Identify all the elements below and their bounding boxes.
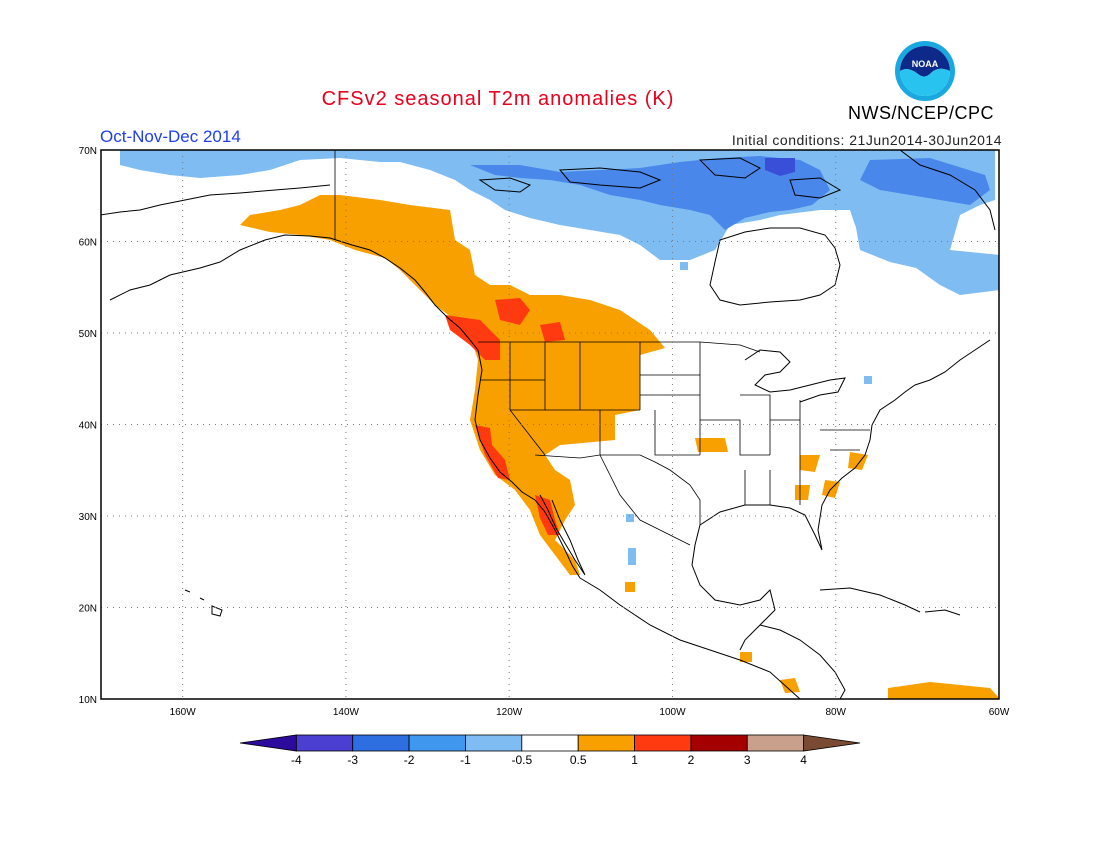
warm-anomaly-hot5 bbox=[535, 495, 560, 535]
legend-label: 3 bbox=[744, 753, 751, 767]
lon-tick-label: 80W bbox=[825, 707, 846, 718]
lat-tick-label: 10N bbox=[79, 695, 97, 706]
coastline-alaska-north bbox=[101, 184, 331, 216]
lat-tick-label: 40N bbox=[79, 421, 97, 432]
coastline-cuba bbox=[819, 587, 921, 613]
warm-anomaly-hot3 bbox=[445, 315, 500, 360]
border-us-canada bbox=[478, 341, 761, 353]
lon-tick-label: 160W bbox=[170, 707, 197, 718]
coastline-arctic-islands bbox=[478, 157, 842, 199]
legend-swatch bbox=[239, 734, 297, 752]
warm-anomaly-hot1 bbox=[495, 298, 530, 325]
warm-anomaly-southeast bbox=[795, 452, 868, 500]
warm-anomaly-caribbean bbox=[888, 682, 999, 699]
legend-swatch bbox=[521, 734, 579, 752]
latitude-labels: 70N 60N 50N 40N 30N 20N 10N bbox=[79, 146, 97, 706]
anomaly-shading bbox=[120, 150, 999, 699]
legend-label: -4 bbox=[291, 753, 302, 767]
legend-swatch bbox=[465, 734, 523, 752]
warm-anomaly-hot4 bbox=[475, 425, 510, 480]
svg-text:NOAA: NOAA bbox=[912, 59, 939, 69]
coastline-baja bbox=[539, 494, 586, 576]
longitude-labels: 160W 140W 120W 100W 80W 60W bbox=[170, 707, 1010, 718]
coastline-gulf bbox=[691, 524, 776, 651]
coastline-hispaniola bbox=[924, 609, 961, 616]
border-us-mexico bbox=[534, 454, 701, 525]
legend-label: 1 bbox=[631, 753, 638, 767]
legend-swatch bbox=[634, 734, 692, 752]
coastline-central-america bbox=[759, 624, 846, 699]
lat-tick-label: 20N bbox=[79, 604, 97, 615]
lat-tick-label: 70N bbox=[79, 146, 97, 157]
coastline-hudson-bay bbox=[709, 227, 841, 306]
border-mexico-states bbox=[599, 454, 691, 546]
lat-tick-label: 50N bbox=[79, 329, 97, 340]
warm-anomaly-east bbox=[695, 438, 728, 452]
legend-label: 0.5 bbox=[570, 753, 587, 767]
legend-label: -0.5 bbox=[511, 753, 532, 767]
warm-anomaly-hot2 bbox=[540, 322, 565, 342]
legend-swatch bbox=[746, 734, 805, 752]
lat-tick-label: 30N bbox=[79, 512, 97, 523]
initial-conditions-label: Initial conditions: 21Jun2014-30Jun2014 bbox=[731, 132, 1002, 148]
warm-anomaly-central-america bbox=[625, 582, 800, 693]
season-label: Oct-Nov-Dec 2014 bbox=[100, 127, 241, 146]
lon-tick-label: 60W bbox=[989, 707, 1010, 718]
lon-tick-label: 140W bbox=[333, 707, 360, 718]
warm-anomaly-west bbox=[240, 195, 665, 575]
noaa-logo-icon: NOAA bbox=[895, 41, 955, 101]
coastlines bbox=[101, 150, 996, 699]
cold-anomaly-greenland bbox=[860, 158, 990, 205]
cold-anomaly-core bbox=[765, 158, 795, 176]
legend-label: 2 bbox=[688, 753, 695, 767]
lon-tick-label: 100W bbox=[659, 707, 686, 718]
coastline-mexico-pacific bbox=[579, 577, 801, 699]
legend-swatch bbox=[803, 734, 861, 752]
coastline-greenland bbox=[899, 150, 996, 231]
legend-label: -3 bbox=[347, 753, 358, 767]
legend-label: 4 bbox=[800, 753, 807, 767]
legend-label: -1 bbox=[460, 753, 471, 767]
border-states-central bbox=[640, 342, 870, 505]
legend-swatch bbox=[408, 734, 466, 752]
border-states-west bbox=[480, 342, 700, 456]
cold-anomaly-canada bbox=[470, 156, 830, 230]
lon-tick-label: 120W bbox=[496, 707, 523, 718]
chart-title: CFSv2 seasonal T2m anomalies (K) bbox=[321, 88, 675, 110]
coastline-us-east bbox=[869, 339, 991, 441]
legend-swatch bbox=[295, 734, 354, 752]
cold-anomaly-hudson bbox=[855, 222, 999, 292]
coastline-us-west bbox=[474, 349, 581, 579]
legend-label: -2 bbox=[404, 753, 415, 767]
agency-label: NWS/NCEP/CPC bbox=[848, 103, 995, 123]
legend-swatch bbox=[690, 734, 748, 752]
map-frame bbox=[100, 149, 1000, 700]
legend-swatch bbox=[352, 734, 410, 752]
legend-swatch bbox=[577, 734, 635, 752]
coastline-great-lakes bbox=[744, 349, 846, 403]
political-boundaries bbox=[334, 150, 870, 546]
coastline-hawaii bbox=[184, 589, 223, 617]
coastline-gulf-north bbox=[699, 439, 871, 551]
lat-tick-label: 60N bbox=[79, 238, 97, 249]
